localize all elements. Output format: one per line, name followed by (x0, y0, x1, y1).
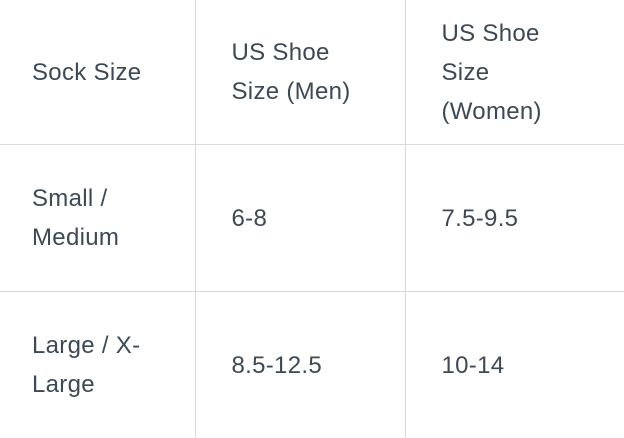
header-row: Sock Size US Shoe Size (Men) US Shoe Siz… (0, 0, 624, 145)
header-cell: US Shoe Size (Men) (195, 0, 405, 145)
table-cell: 7.5-9.5 (405, 145, 624, 292)
table-row: Large / X-Large 8.5-12.5 10-14 (0, 292, 624, 438)
table-cell: 6-8 (195, 145, 405, 292)
header-cell: US Shoe Size (Women) (405, 0, 624, 145)
table-cell: Small / Medium (0, 145, 195, 292)
table-cell: Large / X-Large (0, 292, 195, 438)
header-cell: Sock Size (0, 0, 195, 145)
table-row: Small / Medium 6-8 7.5-9.5 (0, 145, 624, 292)
table-cell: 8.5-12.5 (195, 292, 405, 438)
table-cell: 10-14 (405, 292, 624, 438)
